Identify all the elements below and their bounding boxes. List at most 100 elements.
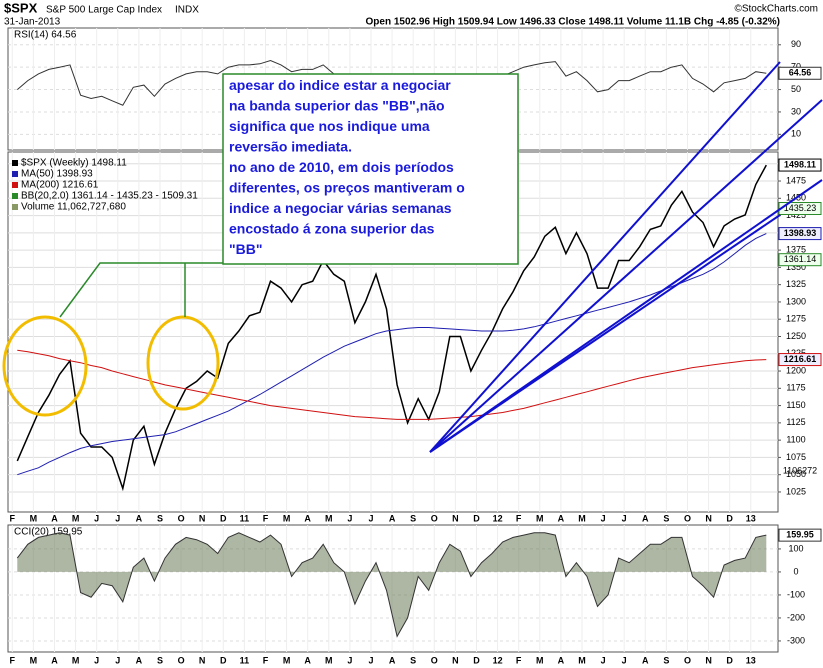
x-tick-label: 13 [746, 513, 756, 523]
x-tick-label: F [516, 513, 522, 523]
x-tick-label: M [536, 655, 544, 665]
legend-swatch [12, 171, 18, 177]
y-tick-label: 1200 [786, 365, 806, 375]
y-tick-label: 1350 [786, 262, 806, 272]
panel-title: RSI(14) 64.56 [14, 30, 77, 41]
last-value-tag: 159.95 [786, 530, 814, 540]
x-tick-label: J [368, 513, 373, 523]
index-name: S&P 500 Large Cap Index [46, 5, 162, 16]
x-tick-label: F [516, 655, 522, 665]
last-tag-bg [778, 158, 822, 172]
x-tick-label: O [178, 513, 185, 523]
x-tick-label: D [473, 513, 480, 523]
x-tick-label: M [30, 513, 38, 523]
y-tick-label: 10 [791, 129, 801, 139]
volume-tag: 1106272 [783, 465, 817, 475]
last-value-tag: 64.56 [789, 68, 812, 78]
y-tick-label: -300 [787, 635, 805, 645]
quote: Open 1502.96 High 1509.94 Low 1496.33 Cl… [366, 17, 780, 28]
x-tick-label: J [601, 655, 606, 665]
x-tick-label: M [72, 655, 80, 665]
bb-tag: 1361.14 [784, 254, 817, 264]
x-tick-label: J [368, 655, 373, 665]
y-tick-label: 1250 [786, 331, 806, 341]
last-tag-bg [778, 353, 822, 367]
panel-title: CCI(20) 159.95 [14, 527, 83, 538]
highlight-circle [2, 315, 88, 417]
y-tick-label: 1325 [786, 279, 806, 289]
x-tick-label: J [347, 513, 352, 523]
x-tick-label: 12 [493, 513, 503, 523]
x-tick-label: J [94, 655, 99, 665]
x-tick-label: A [51, 513, 58, 523]
x-tick-label: A [304, 513, 311, 523]
x-tick-label: F [10, 655, 16, 665]
cci-area [17, 532, 767, 637]
legend-swatch [12, 193, 18, 199]
annotation-line: reversão imediata. [229, 139, 352, 155]
x-tick-label: M [72, 513, 80, 523]
trend-lines [429, 61, 823, 453]
x-tick-label: S [663, 655, 669, 665]
last-value-tag: 1398.93 [784, 228, 817, 238]
x-tick-label: J [94, 513, 99, 523]
x-tick-label: D [220, 513, 227, 523]
y-tick-label: 1150 [786, 400, 805, 410]
y-tick-label: 90 [791, 39, 801, 49]
y-tick-label: 1125 [786, 417, 805, 427]
series-line [16, 164, 767, 492]
x-tick-label: M [283, 513, 291, 523]
legend-swatch [12, 182, 18, 188]
x-tick-label: M [283, 655, 291, 665]
x-tick-label: N [199, 655, 206, 665]
x-tick-label: 11 [240, 513, 250, 523]
x-tick-label: M [30, 655, 38, 665]
annotation-line: diferentes, os preços mantiveram o [229, 180, 465, 196]
x-tick-label: A [558, 513, 565, 523]
annotation-line: apesar do indice estar a negociar [229, 77, 451, 93]
site: ©StockCharts.com [734, 4, 818, 15]
legend-entry: MA(50) 1398.93 [21, 169, 93, 180]
y-tick-label: 70 [791, 62, 801, 72]
x-tick-label: J [622, 513, 627, 523]
x-tick-label: N [705, 513, 712, 523]
annotation-line: "BB" [229, 241, 263, 257]
last-tag-bg [778, 528, 822, 542]
highlight-circle [146, 315, 220, 411]
annotation-line: no ano de 2010, em dois períodos [229, 159, 454, 175]
x-tick-label: N [705, 655, 712, 665]
annotation-line: encostado á zona superior das [229, 221, 435, 237]
x-tick-label: O [178, 655, 185, 665]
annotation-line: indice a negociar várias semanas [229, 200, 452, 216]
y-tick-label: 1275 [786, 314, 806, 324]
x-tick-label: J [622, 655, 627, 665]
x-tick-label: 12 [493, 655, 503, 665]
x-tick-label: O [684, 513, 691, 523]
x-tick-label: A [136, 513, 143, 523]
x-tick-label: N [452, 655, 459, 665]
x-tick-label: 11 [240, 655, 250, 665]
connector [59, 262, 225, 318]
annotation-box [222, 73, 519, 265]
x-tick-label: M [578, 513, 586, 523]
y-tick-label: -100 [787, 589, 805, 599]
series-line [17, 349, 767, 420]
y-tick-label: 1300 [786, 296, 806, 306]
x-tick-label: M [578, 655, 586, 665]
y-tick-label: 1050 [786, 469, 806, 479]
x-tick-label: A [136, 655, 143, 665]
last-tag-bg [778, 227, 822, 241]
series-line [17, 233, 767, 476]
x-tick-label: N [199, 513, 206, 523]
x-tick-label: D [220, 655, 227, 665]
legend-entry: BB(20,2.0) 1361.14 - 1435.23 - 1509.31 [21, 191, 198, 202]
x-tick-label: M [325, 655, 333, 665]
y-tick-label: 1100 [786, 435, 805, 445]
x-tick-label: A [558, 655, 565, 665]
legend-swatch [12, 204, 18, 210]
bb-tag-bg [778, 202, 822, 216]
last-tag-bg [778, 66, 822, 80]
x-tick-label: J [347, 655, 352, 665]
x-tick-label: J [115, 513, 120, 523]
